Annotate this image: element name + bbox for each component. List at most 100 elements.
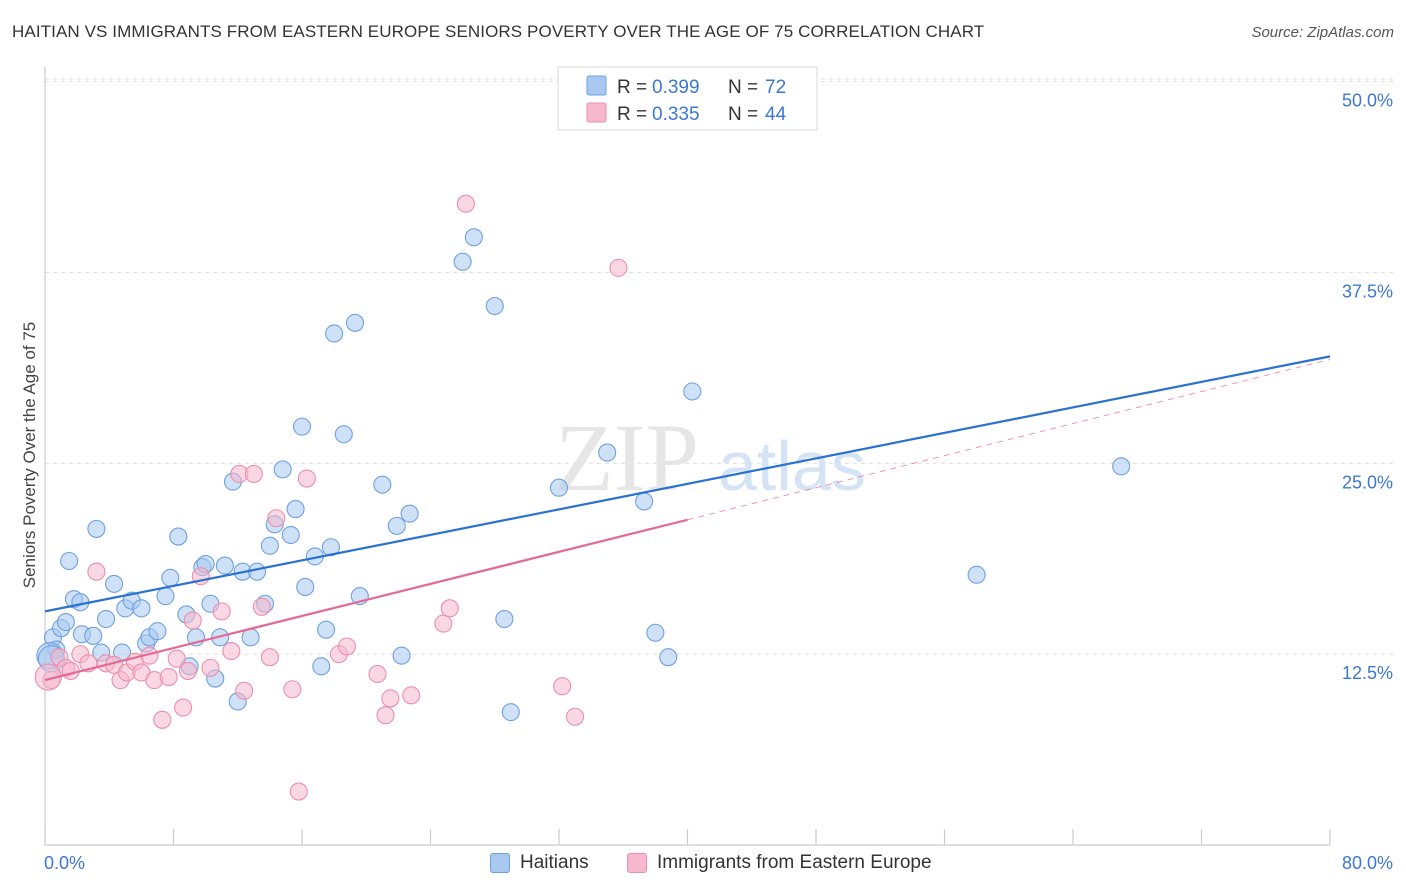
legend-n-label-eeurope: N = (728, 104, 763, 125)
eeurope-point (153, 710, 172, 729)
haitian-point (1112, 457, 1131, 476)
legend-bottom-haitians: Haitians (490, 852, 589, 874)
eeurope-point (368, 664, 387, 684)
haitian-point (683, 382, 702, 401)
haitian-point (260, 536, 279, 555)
y-tick-label: 25.0% (1342, 472, 1393, 492)
haitian-point (169, 527, 188, 546)
haitian-point (453, 252, 472, 271)
haitian-point (60, 551, 79, 571)
legend-bottom-label-haitians: Haitians (520, 852, 589, 873)
eeurope-point (297, 469, 316, 488)
haitian-point (392, 646, 411, 665)
legend-r-label-haitians: R = (617, 77, 652, 98)
haitian-point (281, 525, 300, 545)
legend-swatch-haitians (586, 75, 607, 96)
eeurope-point (553, 677, 572, 696)
haitian-point (296, 577, 315, 597)
legend-bottom-swatch-eeurope (627, 853, 647, 873)
eeurope-point (174, 698, 193, 717)
legend-bottom-label-eeurope: Immigrants from Eastern Europe (657, 852, 932, 873)
haitian-point (312, 657, 331, 676)
eeurope-point (201, 658, 220, 677)
eeurope-point (376, 706, 395, 725)
eeurope-point (434, 614, 453, 633)
haitian-point (495, 609, 514, 629)
eeurope-point (337, 637, 357, 656)
legend-r-value-haitians: 0.399 (652, 77, 700, 98)
eeurope-point (178, 661, 198, 680)
eeurope-point (566, 707, 585, 726)
haitian-point (105, 574, 124, 593)
eeurope-point (167, 649, 186, 668)
haitian-point (317, 620, 336, 639)
legend-r-value-eeurope: 0.335 (652, 104, 700, 125)
haitian-point (87, 519, 106, 538)
legend-bottom-eeurope: Immigrants from Eastern Europe (627, 852, 932, 874)
haitian-point (215, 556, 234, 575)
haitian-point (132, 599, 151, 618)
haitian-point (84, 626, 103, 645)
haitian-point (96, 609, 116, 629)
eeurope-point (283, 680, 302, 699)
y-tick-label: 12.5% (1342, 663, 1393, 683)
trend-lines (44, 355, 1331, 682)
haitian-point (148, 622, 167, 641)
haitian-point (501, 703, 520, 722)
chart-title: HAITIAN VS IMMIGRANTS FROM EASTERN EUROP… (12, 22, 985, 41)
haitian-point (325, 324, 344, 343)
x-tick-label-max: 80.0% (1342, 853, 1393, 873)
y-axis-label: Seniors Poverty Over the Age of 75 (20, 322, 39, 588)
haitian-point (345, 313, 365, 332)
y-tick-labels: 12.5% 25.0% 37.5% 50.0% (1342, 91, 1393, 684)
data-points (34, 194, 1131, 801)
haitian-point (485, 296, 504, 316)
eeurope-trend-line (44, 518, 688, 682)
haitian-point (334, 425, 353, 444)
eeurope-trend-extension (687, 358, 1331, 521)
haitian-point (967, 565, 986, 584)
eeurope-point (289, 782, 308, 801)
eeurope-point (402, 686, 421, 705)
y-tick-label: 37.5% (1342, 281, 1393, 301)
eeurope-point (381, 689, 400, 708)
haitian-point (646, 623, 665, 642)
haitian-point (161, 568, 180, 587)
haitian-point (464, 228, 483, 247)
watermark-atlas: atlas (718, 427, 866, 505)
legend-n-value-haitians: 72 (765, 77, 786, 98)
eeurope-point (87, 562, 106, 581)
eeurope-point (159, 667, 178, 687)
haitian-point (373, 475, 392, 494)
haitian-point (56, 613, 75, 632)
eeurope-point (222, 642, 241, 661)
eeurope-point (609, 258, 628, 277)
haitian-point (635, 492, 654, 511)
haitian-point (400, 504, 419, 523)
legend-n-label-haitians: N = (728, 77, 763, 98)
eeurope-point (252, 597, 271, 616)
x-tick-label-min: 0.0% (44, 853, 85, 873)
eeurope-point (212, 602, 231, 621)
eeurope-point (260, 648, 279, 667)
legend-r-label-eeurope: R = (617, 104, 652, 125)
axes (44, 67, 1331, 846)
haitian-point (598, 443, 617, 462)
eeurope-point (61, 661, 80, 680)
eeurope-point (456, 194, 475, 213)
haitian-point (549, 478, 569, 497)
legend-n-value-eeurope: 44 (765, 104, 787, 125)
haitian-point (156, 587, 175, 606)
eeurope-point (440, 599, 459, 618)
haitian-point (286, 500, 305, 519)
haitian-trend-line (44, 355, 1331, 613)
haitian-point (387, 516, 406, 535)
chart-source: Source: ZipAtlas.com (1251, 24, 1394, 41)
eeurope-point (267, 509, 286, 528)
legend-bottom-swatch-haitians (490, 853, 510, 873)
eeurope-point (235, 681, 254, 700)
haitian-point (292, 417, 312, 436)
watermark: ZIP atlas (555, 404, 866, 511)
watermark-zip: ZIP (555, 404, 699, 511)
